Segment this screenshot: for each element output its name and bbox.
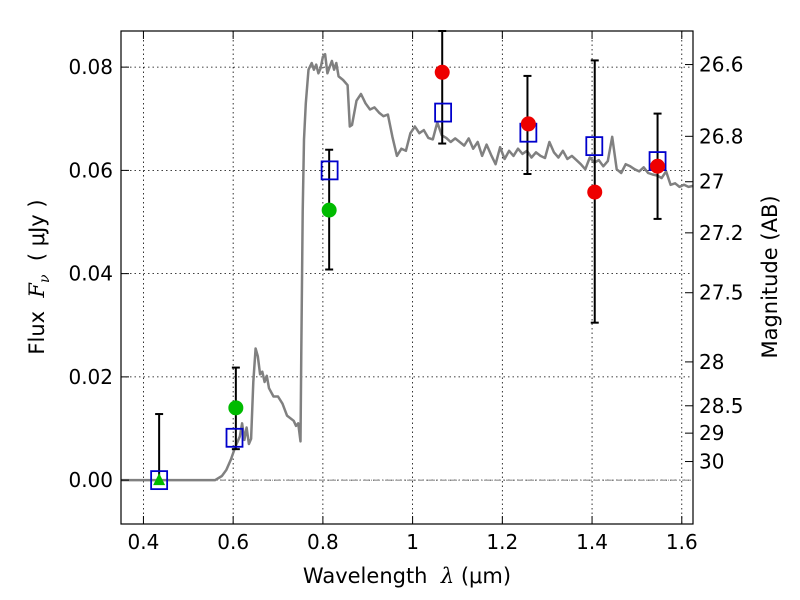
right-axis-title: Magnitude (AB) [758, 195, 782, 358]
x-tick-label: 0.4 [128, 530, 160, 554]
x-tick-label: 1.4 [576, 530, 608, 554]
red-detection-point [520, 116, 536, 132]
model-square-point [585, 136, 604, 157]
error-bars-layer [155, 30, 662, 484]
y-tick-label: 0.04 [68, 262, 113, 286]
ticks-layer: 0.4 0.6 0.8 1 1.2 1.4 1.6 0.00 0.02 0.04 0.06 0.08 2… [68, 31, 744, 554]
model-square-point [320, 160, 339, 181]
x-tick-label: 1.2 [486, 530, 518, 554]
model-spectrum-line [121, 52, 694, 482]
green-detection-point [228, 400, 244, 416]
right-tick-label: 27.2 [699, 221, 744, 245]
right-tick-label: 29 [699, 421, 724, 445]
y-tick-label: 0.08 [68, 55, 113, 79]
red-detection-point [587, 184, 603, 200]
right-tick-label: 30 [699, 450, 724, 474]
right-tick-label: 28.5 [699, 394, 744, 418]
green-detection-point [321, 202, 337, 218]
green-triangle-point [153, 473, 166, 486]
detections-layer [153, 64, 666, 486]
y-tick-label: 0.06 [68, 158, 113, 182]
red-detection-point [650, 158, 666, 174]
right-tick-label: 26.6 [699, 53, 744, 77]
x-tick-label: 0.8 [307, 530, 339, 554]
y-tick-label: 0.00 [68, 468, 113, 492]
y-tick-label: 0.02 [68, 365, 113, 389]
x-axis-title: Wavelength λ (μm) [303, 564, 511, 588]
x-tick-label: 0.6 [217, 530, 249, 554]
model-square-point [225, 427, 244, 448]
model-square-point [150, 470, 169, 491]
red-detection-point [434, 64, 450, 80]
right-tick-label: 28 [699, 350, 724, 374]
right-tick-label: 26.8 [699, 124, 744, 148]
y-axis-title: Flux Fν ( μJy ) [25, 199, 53, 354]
grid [121, 31, 693, 524]
right-tick-label: 27 [699, 170, 724, 194]
model-spectrum-layer [121, 52, 694, 482]
x-tick-label: 1.6 [666, 530, 698, 554]
right-tick-label: 27.5 [699, 281, 744, 305]
plot-frame [120, 30, 694, 525]
model-square-point [434, 102, 453, 123]
x-tick-label: 1 [406, 530, 419, 554]
model-squares-layer [150, 102, 667, 491]
